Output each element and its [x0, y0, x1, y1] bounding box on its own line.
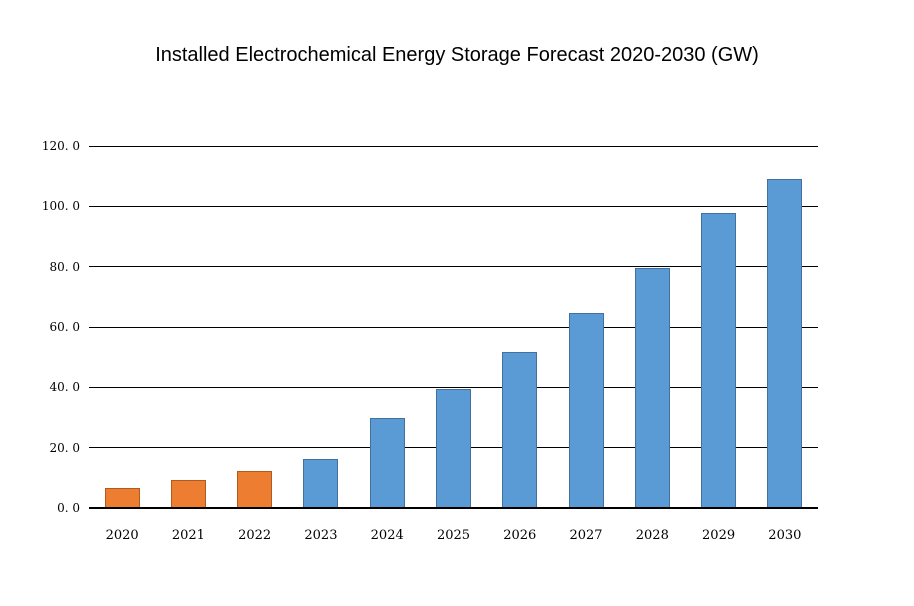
y-tick-label: 80. 0: [49, 259, 80, 274]
x-tick-label-2026: 2026: [503, 528, 537, 543]
x-axis-line: [89, 507, 818, 509]
y-tick-label: 20. 0: [49, 440, 80, 455]
y-tick-label: 60. 0: [49, 320, 80, 334]
gridline-y40: [89, 386, 818, 388]
bar-2025: [436, 388, 471, 508]
plot-area: [89, 145, 818, 509]
x-tick-label-2021: 2021: [171, 528, 205, 543]
chart-title: Installed Electrochemical Energy Storage…: [155, 44, 759, 66]
gridline-y60: [89, 326, 818, 328]
bar-2029: [701, 213, 737, 508]
bar-2030: [767, 178, 803, 508]
x-tick-label-2030: 2030: [768, 528, 802, 543]
gridline-y120: [89, 145, 818, 147]
x-tick-label-2024: 2024: [370, 528, 404, 543]
x-tick-label-2027: 2027: [569, 528, 603, 543]
bar-2020: [104, 488, 140, 508]
x-tick-label-2029: 2029: [702, 528, 736, 543]
gridline-y80: [89, 266, 818, 268]
bar-2028: [634, 268, 670, 508]
bar-2026: [502, 352, 538, 508]
y-tick-label: 40. 0: [49, 380, 80, 395]
bar-2021: [170, 479, 206, 508]
y-tick-label: 0. 0: [57, 501, 80, 515]
bar-2027: [568, 313, 604, 508]
y-tick-label: 100. 0: [41, 199, 80, 214]
bar-2023: [303, 459, 339, 508]
x-tick-label-2022: 2022: [238, 528, 272, 543]
x-tick-label-2020: 2020: [105, 528, 139, 543]
y-tick-label: 120. 0: [41, 139, 80, 153]
x-tick-label-2028: 2028: [635, 528, 669, 543]
gridline-y100: [89, 205, 818, 207]
bar-2022: [237, 471, 273, 508]
x-tick-label-2025: 2025: [436, 528, 471, 543]
bar-2024: [369, 417, 405, 508]
x-tick-label-2023: 2023: [304, 528, 338, 543]
